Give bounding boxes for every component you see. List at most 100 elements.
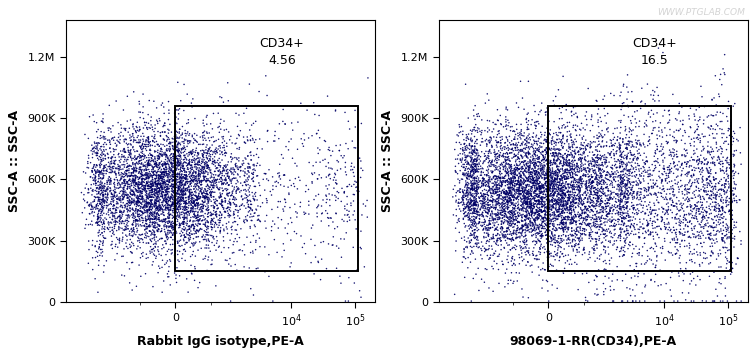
- Point: [689, 177, 701, 183]
- Point: [547, 168, 559, 174]
- Point: [149, 179, 161, 185]
- Point: [168, 171, 180, 176]
- Point: [200, 178, 212, 183]
- Point: [677, 195, 689, 201]
- Point: [547, 187, 559, 193]
- Point: [584, 230, 596, 236]
- Point: [706, 204, 718, 209]
- Point: [694, 159, 706, 164]
- Point: [461, 172, 473, 177]
- Point: [562, 235, 575, 241]
- Point: [517, 218, 529, 224]
- Point: [648, 168, 660, 173]
- Point: [522, 222, 534, 228]
- Point: [479, 100, 491, 106]
- Point: [149, 203, 161, 209]
- Point: [508, 224, 520, 230]
- Point: [164, 218, 176, 224]
- Point: [698, 226, 710, 231]
- Point: [569, 192, 581, 198]
- Point: [99, 184, 111, 189]
- Point: [673, 128, 685, 134]
- Point: [219, 198, 231, 204]
- Point: [733, 197, 745, 203]
- Point: [588, 188, 600, 194]
- Point: [692, 208, 705, 214]
- Point: [94, 253, 106, 258]
- Point: [474, 185, 486, 190]
- Point: [586, 207, 598, 213]
- Point: [132, 194, 144, 200]
- Point: [263, 252, 275, 257]
- Point: [469, 167, 481, 173]
- Point: [105, 201, 117, 207]
- Point: [728, 225, 740, 231]
- Point: [528, 103, 540, 108]
- Point: [200, 188, 212, 194]
- Point: [238, 179, 250, 185]
- Point: [566, 189, 578, 195]
- Point: [546, 178, 558, 184]
- Point: [622, 218, 634, 224]
- Point: [249, 119, 262, 124]
- Point: [125, 173, 138, 178]
- Point: [456, 195, 468, 200]
- Point: [342, 119, 355, 124]
- Point: [640, 101, 652, 107]
- Point: [207, 149, 219, 155]
- Point: [530, 185, 542, 191]
- Point: [563, 196, 575, 201]
- Point: [711, 176, 723, 182]
- Point: [593, 196, 605, 201]
- Point: [603, 177, 615, 183]
- Point: [627, 127, 639, 133]
- Point: [581, 271, 593, 276]
- Point: [604, 205, 616, 210]
- Point: [531, 172, 544, 178]
- Point: [650, 244, 662, 249]
- Point: [219, 175, 231, 181]
- Point: [249, 247, 262, 252]
- Point: [150, 215, 162, 221]
- Point: [525, 192, 537, 197]
- Point: [135, 168, 147, 173]
- Point: [202, 172, 214, 177]
- Point: [548, 223, 560, 229]
- Point: [210, 213, 222, 219]
- Point: [538, 218, 550, 224]
- Point: [152, 175, 164, 181]
- Point: [466, 183, 478, 188]
- Point: [591, 155, 603, 161]
- Point: [208, 184, 220, 190]
- Point: [179, 206, 191, 211]
- Point: [94, 222, 106, 228]
- Point: [178, 174, 190, 180]
- Point: [509, 257, 521, 263]
- Point: [545, 181, 557, 187]
- Point: [674, 178, 686, 183]
- Point: [159, 218, 171, 224]
- Point: [137, 182, 149, 188]
- Point: [702, 148, 714, 154]
- Point: [581, 217, 593, 222]
- Point: [627, 166, 640, 172]
- Point: [483, 137, 495, 143]
- Point: [556, 154, 568, 159]
- Point: [466, 186, 478, 192]
- Point: [696, 200, 708, 205]
- Point: [342, 212, 354, 218]
- Point: [121, 161, 133, 166]
- Point: [630, 231, 642, 237]
- Point: [565, 167, 577, 173]
- Point: [728, 244, 740, 250]
- Point: [507, 245, 519, 250]
- Point: [156, 184, 168, 190]
- Point: [547, 200, 559, 205]
- Point: [613, 233, 625, 239]
- Point: [624, 176, 636, 182]
- Point: [511, 173, 523, 178]
- Point: [228, 210, 240, 216]
- Point: [710, 208, 722, 214]
- Point: [173, 259, 185, 265]
- Point: [466, 245, 478, 250]
